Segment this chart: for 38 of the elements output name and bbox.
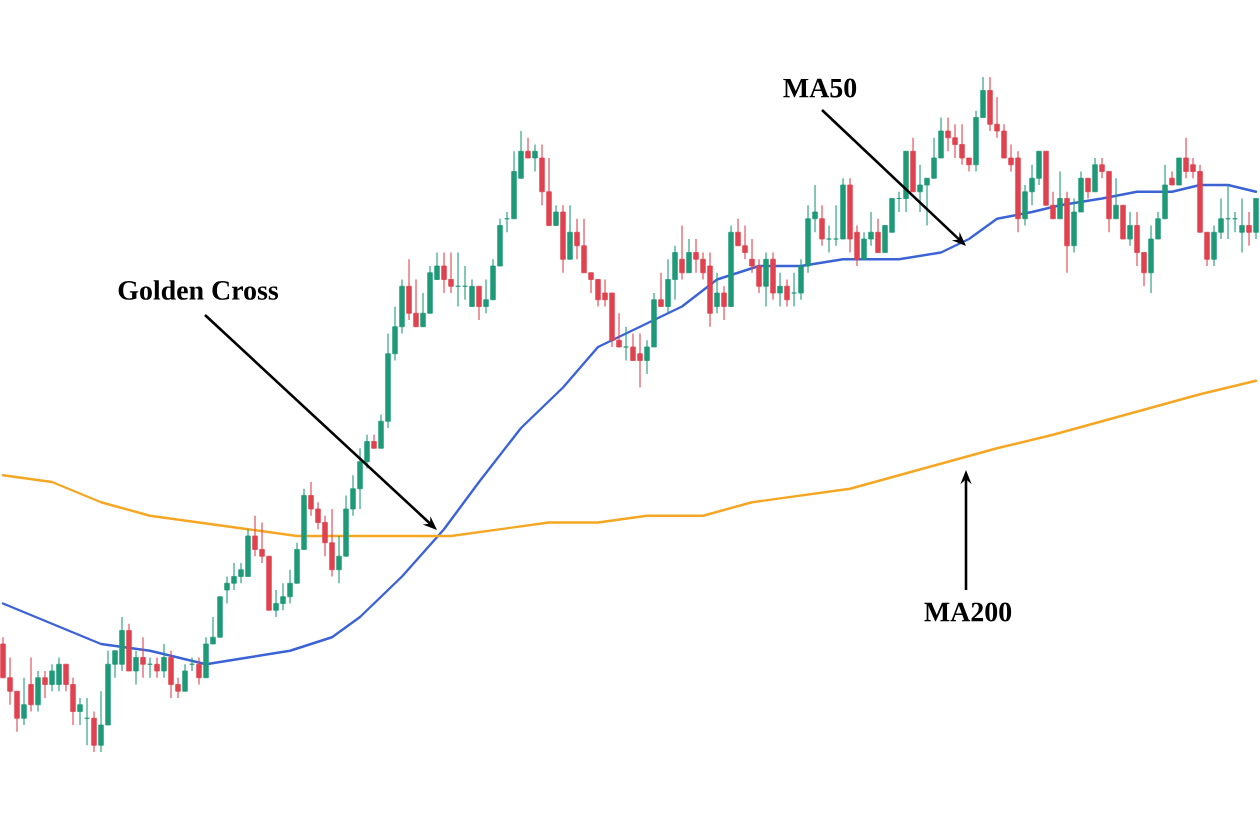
candlestick (791, 272, 797, 308)
candlestick (133, 650, 139, 686)
candlestick (686, 238, 692, 274)
candlestick (532, 143, 538, 173)
candlestick (1057, 170, 1063, 220)
candlestick (1113, 177, 1119, 220)
candlestick (21, 677, 27, 726)
candlestick (77, 697, 83, 726)
candlestick (1246, 211, 1252, 247)
candlestick (364, 434, 370, 470)
candlestick (819, 204, 825, 247)
candlestick (875, 218, 881, 254)
candlestick (826, 224, 832, 254)
candlestick (1127, 211, 1133, 247)
candlestick (658, 272, 664, 308)
candlestick (182, 663, 188, 692)
candlestick (42, 670, 48, 699)
candlestick (1085, 177, 1091, 200)
candlestick (623, 326, 629, 362)
text: MA200 (924, 602, 1012, 622)
candlestick (154, 656, 160, 679)
candlestick (1239, 197, 1245, 254)
candlestick (721, 285, 727, 321)
annotation: Golden Cross (118, 280, 279, 300)
candlestick (833, 204, 839, 247)
candlestick (476, 285, 482, 321)
candlestick (196, 656, 202, 686)
candlestick (679, 224, 685, 281)
candlestick (161, 643, 167, 679)
candlestick (28, 656, 34, 713)
candlestick (777, 272, 783, 308)
candlestick (784, 278, 790, 308)
candlestick (714, 272, 720, 314)
candlestick (553, 204, 559, 227)
candlestick (525, 137, 531, 159)
text: MA50 (783, 78, 857, 98)
candlestick (469, 278, 475, 308)
candlestick (140, 636, 146, 679)
